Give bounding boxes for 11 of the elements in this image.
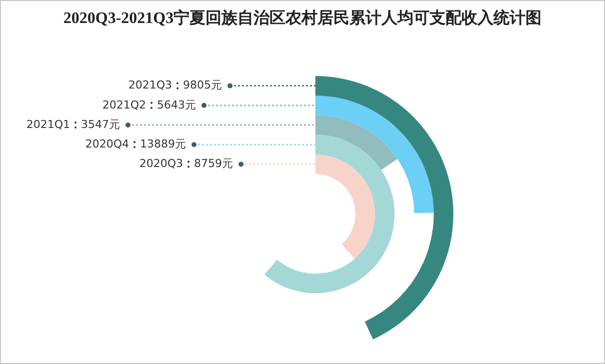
category-label: 2021Q1 — [26, 118, 70, 131]
data-label: 5643元 — [157, 98, 196, 112]
data-label: 8759元 — [194, 157, 233, 170]
category-label: 2021Q2 — [102, 98, 146, 112]
text: 2020Q3-2021Q3宁夏回族自治区农村居民累计人均可支配收入统计图 — [62, 8, 543, 29]
category-label: 2020Q4 — [85, 137, 130, 150]
data-label: 9805元 — [183, 78, 222, 92]
category-label: 2021Q3 — [128, 78, 172, 92]
data-label: 13889元 — [140, 137, 186, 150]
data-label: 3547元 — [81, 118, 120, 131]
category-label: 2020Q3 — [139, 157, 184, 170]
